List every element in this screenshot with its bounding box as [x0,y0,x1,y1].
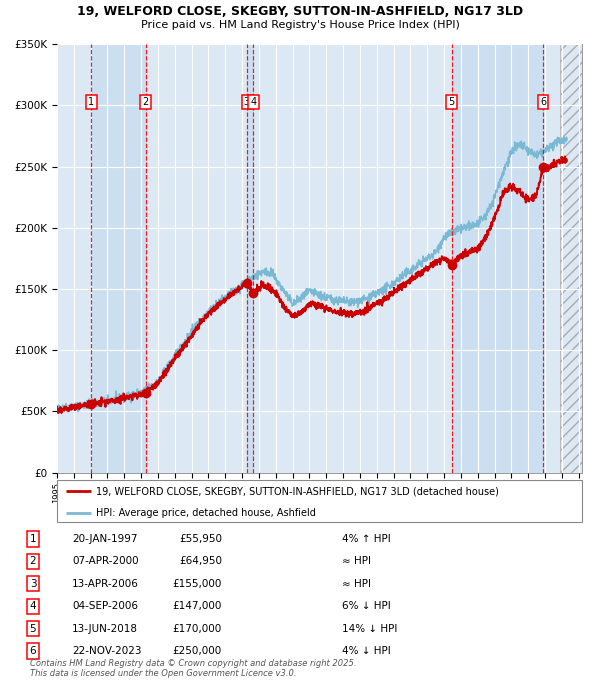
Bar [247,44,253,473]
Text: £155,000: £155,000 [173,579,222,589]
Text: 6% ↓ HPI: 6% ↓ HPI [342,601,391,611]
Text: £55,950: £55,950 [179,534,222,544]
Text: 4: 4 [29,601,37,611]
Text: 19, WELFORD CLOSE, SKEGBY, SUTTON-IN-ASHFIELD, NG17 3LD: 19, WELFORD CLOSE, SKEGBY, SUTTON-IN-ASH… [77,5,523,18]
Text: 22-NOV-2023: 22-NOV-2023 [72,646,142,656]
Text: 19, WELFORD CLOSE, SKEGBY, SUTTON-IN-ASHFIELD, NG17 3LD (detached house): 19, WELFORD CLOSE, SKEGBY, SUTTON-IN-ASH… [97,486,499,496]
Text: 6: 6 [540,97,547,107]
Text: 14% ↓ HPI: 14% ↓ HPI [342,624,397,634]
Text: £147,000: £147,000 [173,601,222,611]
Text: 20-JAN-1997: 20-JAN-1997 [72,534,137,544]
Text: 07-APR-2000: 07-APR-2000 [72,556,139,566]
Text: 5: 5 [448,97,455,107]
Text: ≈ HPI: ≈ HPI [342,556,371,566]
Text: 4% ↓ HPI: 4% ↓ HPI [342,646,391,656]
Text: ≈ HPI: ≈ HPI [342,579,371,589]
Bar [560,44,584,473]
Text: 13-JUN-2018: 13-JUN-2018 [72,624,138,634]
Text: 1: 1 [29,534,37,544]
Text: 6: 6 [29,646,37,656]
FancyBboxPatch shape [57,480,582,522]
Text: 3: 3 [244,97,250,107]
Text: 04-SEP-2006: 04-SEP-2006 [72,601,138,611]
Text: 3: 3 [29,579,37,589]
Text: 13-APR-2006: 13-APR-2006 [72,579,139,589]
Bar [560,44,584,473]
Text: £250,000: £250,000 [173,646,222,656]
Text: Contains HM Land Registry data © Crown copyright and database right 2025.
This d: Contains HM Land Registry data © Crown c… [30,658,356,678]
Bar [452,44,543,473]
Bar [560,44,584,473]
Text: 4% ↑ HPI: 4% ↑ HPI [342,534,391,544]
Text: HPI: Average price, detached house, Ashfield: HPI: Average price, detached house, Ashf… [97,508,316,518]
Text: Price paid vs. HM Land Registry's House Price Index (HPI): Price paid vs. HM Land Registry's House … [140,20,460,30]
Text: £170,000: £170,000 [173,624,222,634]
Text: 2: 2 [29,556,37,566]
Text: 5: 5 [29,624,37,634]
Bar [91,44,146,473]
Text: 4: 4 [250,97,256,107]
Text: £64,950: £64,950 [179,556,222,566]
Text: 1: 1 [88,97,95,107]
Text: 2: 2 [143,97,149,107]
